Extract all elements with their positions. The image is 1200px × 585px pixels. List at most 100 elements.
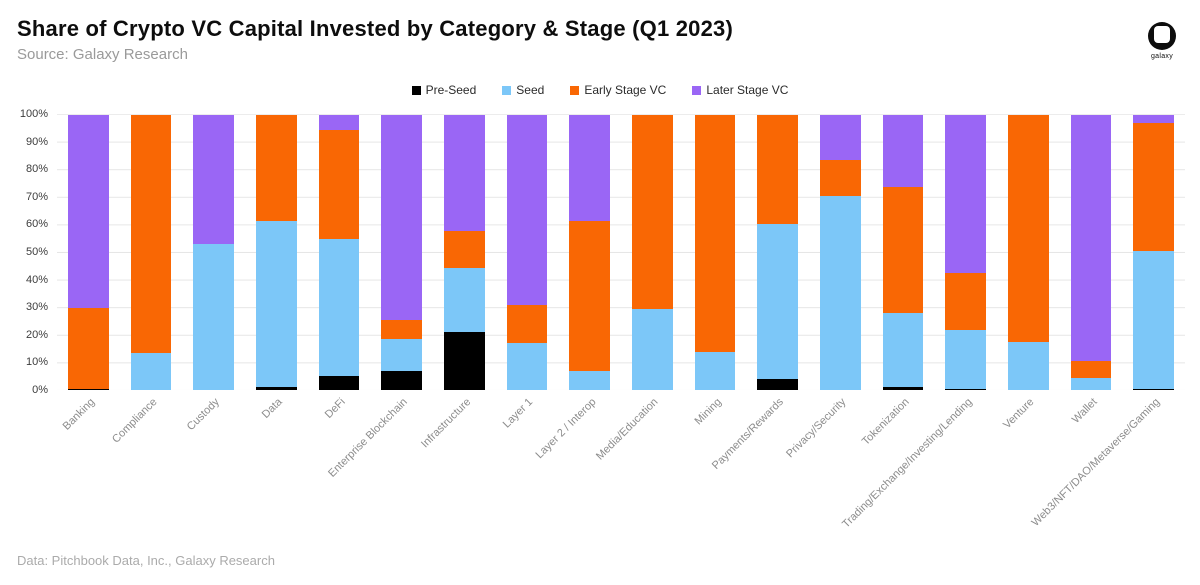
bar-segment-early	[882, 186, 924, 314]
bar-web3-nft-dao-metaverse-gaming	[1133, 115, 1175, 390]
bar-slot	[1122, 115, 1185, 390]
y-axis: 0% 10% 20% 30% 40% 50% 60% 70% 80% 90% 100%	[0, 0, 48, 585]
bar-segment-later	[506, 115, 548, 305]
bar-slot	[872, 115, 935, 390]
bar-slot	[684, 115, 747, 390]
galaxy-logo: galaxy	[1142, 22, 1182, 60]
y-axis-tick: 30%	[25, 301, 48, 314]
bar-slot	[496, 115, 559, 390]
bar-slot	[1060, 115, 1123, 390]
bar-mining	[694, 115, 736, 390]
bar-segment-later	[882, 115, 924, 187]
bar-media-education	[632, 115, 673, 390]
bar-segment-seed	[569, 370, 611, 390]
bar-slot	[746, 115, 809, 390]
y-axis-tick: 10%	[25, 356, 48, 369]
bar-segment-early	[694, 115, 736, 352]
y-axis-tick: 100%	[19, 108, 48, 120]
bar-segment-early	[255, 115, 297, 221]
bar-payments-rewards	[757, 115, 799, 390]
x-axis-label: Mining	[692, 396, 724, 428]
bar-segment-later	[820, 114, 861, 161]
x-axis-label: Tokenization	[859, 396, 912, 448]
bar-segment-pre_seed	[67, 388, 109, 390]
legend-label: Later Stage VC	[706, 83, 789, 97]
bar-segment-early	[67, 307, 109, 389]
bar-enterprise-blockchain	[381, 114, 423, 390]
legend-item-early-stage-vc: Early Stage VC	[570, 83, 666, 97]
bar-segment-early	[945, 273, 987, 330]
bar-privacy-security	[820, 114, 861, 390]
bar-segment-early	[632, 115, 673, 309]
bar-layer-2-interop	[569, 115, 611, 390]
bar-segment-later	[193, 115, 235, 245]
bar-infrastructure	[444, 115, 485, 390]
bar-segment-early	[1070, 361, 1112, 378]
bar-segment-seed	[1070, 377, 1112, 390]
bar-segment-seed	[255, 220, 297, 388]
bar-segment-early	[318, 130, 360, 239]
bar-segment-pre_seed	[1133, 388, 1175, 390]
x-axis-label: Infrastructure	[418, 396, 473, 451]
galaxy-logo-label: galaxy	[1150, 53, 1174, 60]
legend-swatch-icon	[502, 85, 512, 95]
y-axis-tick: 0%	[32, 384, 48, 396]
bar-data	[255, 115, 297, 390]
bar-venture	[1008, 115, 1049, 390]
bar-slot	[621, 115, 684, 390]
y-axis-tick: 20%	[25, 328, 48, 341]
legend-item-pre-seed: Pre-Seed	[411, 83, 477, 97]
bar-segment-seed	[694, 351, 736, 390]
y-axis-tick: 80%	[25, 163, 48, 176]
bar-slot	[245, 115, 308, 390]
bar-slot	[370, 114, 433, 390]
x-axis-label: Compliance	[109, 396, 160, 446]
bar-segment-later	[381, 114, 423, 320]
legend-swatch-icon	[570, 85, 580, 95]
bar-segment-early	[444, 230, 485, 268]
plot-area	[57, 114, 1185, 390]
legend-swatch-icon	[692, 85, 702, 95]
bar-segment-seed	[506, 343, 548, 390]
x-axis-label: Trading/Exchange/Investing/Lending	[839, 396, 975, 531]
x-axis-label: Layer 2 / Interop	[533, 396, 599, 462]
galaxy-logo-icon	[1148, 22, 1176, 50]
x-axis-label: Web3/NFT/DAO/Metaverse/Gaming	[1029, 396, 1163, 529]
bar-segment-early	[820, 160, 861, 197]
page-title: Share of Crypto VC Capital Invested by C…	[17, 16, 733, 41]
data-credit: Data: Pitchbook Data, Inc., Galaxy Resea…	[17, 553, 275, 568]
bar-wallet	[1070, 115, 1112, 390]
bar-segment-seed	[444, 267, 485, 333]
bar-segment-early	[757, 115, 799, 224]
bar-custody	[193, 115, 235, 390]
bar-segment-seed	[632, 308, 673, 390]
x-axis-label: Payments/Rewards	[710, 396, 787, 472]
bar-segment-later	[67, 114, 109, 308]
x-axis-label: Privacy/Security	[784, 396, 849, 461]
bar-segment-seed	[757, 223, 799, 380]
bar-layer-1	[506, 115, 548, 390]
bar-segment-pre_seed	[945, 388, 987, 390]
legend-item-later-stage-vc: Later Stage VC	[692, 83, 788, 97]
bar-slot	[997, 115, 1060, 390]
legend-label: Early Stage VC	[584, 83, 667, 97]
bar-series-container	[57, 114, 1185, 390]
y-axis-tick: 50%	[25, 246, 48, 258]
bar-segment-pre_seed	[444, 332, 485, 390]
bar-segment-seed	[820, 196, 861, 390]
legend-label: Pre-Seed	[425, 83, 477, 97]
bar-tokenization	[882, 115, 924, 390]
bar-segment-seed	[130, 352, 172, 390]
bar-segment-pre_seed	[255, 387, 297, 390]
legend-item-seed: Seed	[502, 83, 544, 97]
bar-defi	[318, 115, 360, 390]
bar-segment-early	[569, 220, 611, 371]
bar-segment-pre_seed	[882, 387, 924, 390]
bar-slot	[57, 114, 120, 390]
bar-segment-seed	[193, 244, 235, 390]
legend-label: Seed	[516, 83, 545, 97]
bar-banking	[67, 114, 109, 390]
bar-segment-early	[381, 319, 423, 340]
bar-segment-seed	[1008, 341, 1049, 390]
bar-segment-seed	[1133, 251, 1175, 389]
